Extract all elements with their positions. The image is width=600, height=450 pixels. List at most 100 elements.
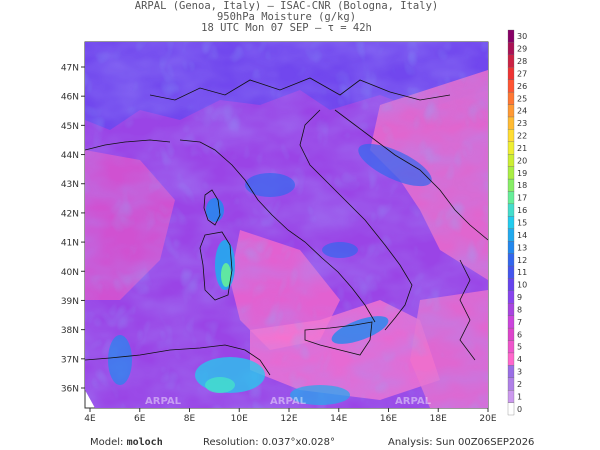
colorbar-swatch (507, 265, 515, 279)
colorbar-swatch (507, 79, 515, 93)
lon-tick-label: 18E (430, 414, 447, 424)
footer-resolution: Resolution: 0.037°x0.028° (203, 437, 335, 448)
colorbar-label: 19 (517, 169, 527, 178)
lat-tick-label: 36N (61, 385, 79, 395)
lon-tick-label: 10E (231, 414, 248, 424)
model-label: Model: (90, 437, 124, 448)
colorbar-swatch (507, 104, 515, 118)
colorbar-label: 0 (517, 405, 522, 414)
colorbar-label: 9 (517, 293, 522, 302)
analysis-label: Analysis: (388, 437, 433, 448)
colorbar-swatch (507, 129, 515, 142)
lat-tick-label: 38N (61, 326, 79, 336)
colorbar: 0123456789101112131415161718192021222324… (507, 29, 527, 416)
lat-tick-label: 44N (61, 151, 79, 161)
lat-tick-label: 42N (61, 209, 79, 219)
colorbar-label: 24 (517, 107, 527, 116)
lon-tick-label: 12E (280, 414, 297, 424)
colorbar-label: 17 (517, 194, 527, 203)
colorbar-swatch (507, 154, 515, 167)
latitude-axis: 36N 37N 38N 39N 40N 41N 42N 43N 44N 45N 46N 47N (61, 64, 85, 395)
lon-tick-label: 20E (479, 414, 496, 424)
moisture-field (85, 42, 488, 408)
lon-tick-label: 8E (184, 414, 196, 424)
lat-tick-label: 46N (61, 93, 79, 103)
colorbar-swatch (507, 290, 515, 304)
colorbar-label: 13 (517, 243, 527, 252)
colorbar-swatch (507, 191, 515, 205)
lat-tick-label: 39N (61, 297, 79, 307)
colorbar-swatch (507, 29, 515, 43)
colorbar-label: 22 (517, 132, 527, 141)
colorbar-label: 2 (517, 380, 522, 389)
colorbar-swatch (507, 228, 515, 242)
colorbar-label: 6 (517, 330, 522, 339)
colorbar-swatch (507, 54, 515, 68)
colorbar-label: 27 (517, 69, 527, 78)
colorbar-label: 28 (517, 57, 527, 66)
colorbar-swatch (507, 67, 515, 80)
colorbar-label: 15 (517, 219, 527, 228)
colorbar-label: 30 (517, 32, 527, 41)
longitude-axis: 4E 6E 8E 10E 12E 14E 16E 18E 20E (84, 408, 497, 424)
colorbar-label: 3 (517, 368, 522, 377)
coastlines (85, 77, 488, 376)
resolution-label: Resolution: (203, 437, 259, 448)
colorbar-swatch (507, 240, 515, 254)
colorbar-swatch (507, 178, 515, 192)
colorbar-swatch (507, 116, 515, 130)
colorbar-label: 1 (517, 392, 522, 401)
colorbar-label: 10 (517, 281, 527, 290)
lon-tick-label: 6E (134, 414, 146, 424)
header-time: 18 UTC Mon 07 SEP — τ = 42h (201, 22, 372, 34)
colorbar-label: 5 (517, 343, 522, 352)
lat-tick-label: 43N (61, 180, 79, 190)
colorbar-swatch (507, 42, 515, 55)
lat-tick-label: 41N (61, 239, 79, 249)
colorbar-label: 25 (517, 94, 527, 103)
colorbar-label: 7 (517, 318, 522, 327)
colorbar-label: 14 (517, 231, 527, 240)
colorbar-label: 11 (517, 268, 527, 277)
watermark-text: ARPAL (145, 396, 182, 407)
lon-tick-label: 4E (84, 414, 96, 424)
colorbar-label: 29 (517, 45, 527, 54)
colorbar-label: 21 (517, 144, 527, 153)
colorbar-label: 8 (517, 305, 522, 314)
colorbar-swatch (507, 402, 515, 416)
colorbar-label: 16 (517, 206, 527, 215)
colorbar-swatch (507, 253, 515, 267)
colorbar-swatch (507, 352, 515, 366)
colorbar-swatch (507, 327, 515, 341)
lon-tick-label: 14E (330, 414, 347, 424)
lon-tick-label: 16E (380, 414, 397, 424)
colorbar-swatch (507, 390, 515, 403)
colorbar-swatch (507, 141, 515, 155)
colorbar-label: 12 (517, 256, 527, 265)
lat-tick-label: 47N (61, 64, 79, 74)
watermark-text: ARPAL (270, 396, 307, 407)
footer-model: Model: moloch (90, 437, 163, 448)
header-field: 950hPa Moisture (g/kg) (216, 11, 357, 23)
colorbar-label: 4 (517, 355, 522, 364)
colorbar-swatch (507, 377, 515, 391)
lat-tick-label: 40N (61, 268, 79, 278)
model-value: moloch (126, 437, 163, 448)
colorbar-swatch (507, 166, 515, 180)
colorbar-swatch (507, 203, 515, 217)
lat-tick-label: 37N (61, 355, 79, 365)
lat-tick-label: 45N (61, 122, 79, 132)
colorbar-label: 23 (517, 119, 527, 128)
colorbar-swatch (507, 340, 515, 354)
analysis-value: Sun 00Z06SEP2026 (435, 437, 535, 448)
colorbar-label: 20 (517, 156, 527, 165)
colorbar-swatch (507, 216, 515, 229)
colorbar-swatch (507, 91, 515, 105)
footer-analysis: Analysis: Sun 00Z06SEP2026 (388, 437, 534, 448)
header-source: ARPAL (Genoa, Italy) — ISAC-CNR (Bologna… (134, 0, 439, 12)
colorbar-swatch (507, 278, 515, 291)
colorbar-swatch (507, 365, 515, 378)
colorbar-swatch (507, 303, 515, 316)
watermark-text: ARPAL (395, 396, 432, 407)
